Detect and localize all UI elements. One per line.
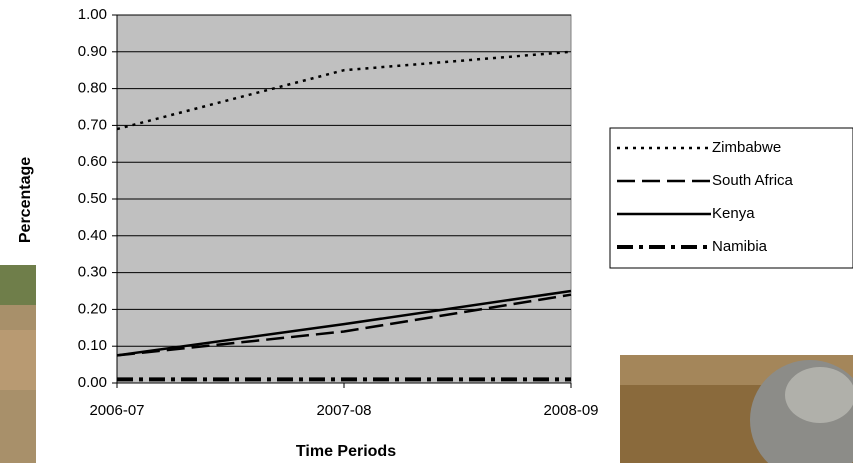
legend-label: Namibia bbox=[712, 238, 768, 255]
x-tick-label: 2008-09 bbox=[543, 402, 598, 419]
legend-label: South Africa bbox=[712, 172, 794, 189]
y-tick-label: 0.30 bbox=[78, 264, 107, 281]
x-tick-label: 2007-08 bbox=[316, 402, 371, 419]
y-tick-label: 0.40 bbox=[78, 227, 107, 244]
legend-label: Zimbabwe bbox=[712, 139, 781, 156]
y-axis-title: Percentage bbox=[17, 157, 34, 243]
photo-right bbox=[620, 355, 853, 463]
series-line bbox=[116, 293, 572, 357]
y-tick-label: 0.00 bbox=[78, 374, 107, 391]
legend bbox=[609, 127, 853, 269]
y-tick-label: 0.70 bbox=[78, 116, 107, 133]
y-tick-label: 0.50 bbox=[78, 190, 107, 207]
photo-left bbox=[0, 265, 36, 463]
x-tick-label: 2006-07 bbox=[89, 402, 144, 419]
legend-label: Kenya bbox=[712, 205, 755, 222]
series-line bbox=[116, 50, 572, 131]
x-axis-title: Time Periods bbox=[296, 443, 396, 460]
y-tick-label: 0.80 bbox=[78, 80, 107, 97]
y-tick-label: 0.60 bbox=[78, 153, 107, 170]
y-tick-label: 1.00 bbox=[78, 6, 107, 23]
y-tick-label: 0.20 bbox=[78, 300, 107, 317]
y-tick-label: 0.10 bbox=[78, 337, 107, 354]
y-tick-label: 0.90 bbox=[78, 43, 107, 60]
series-line bbox=[116, 289, 572, 357]
